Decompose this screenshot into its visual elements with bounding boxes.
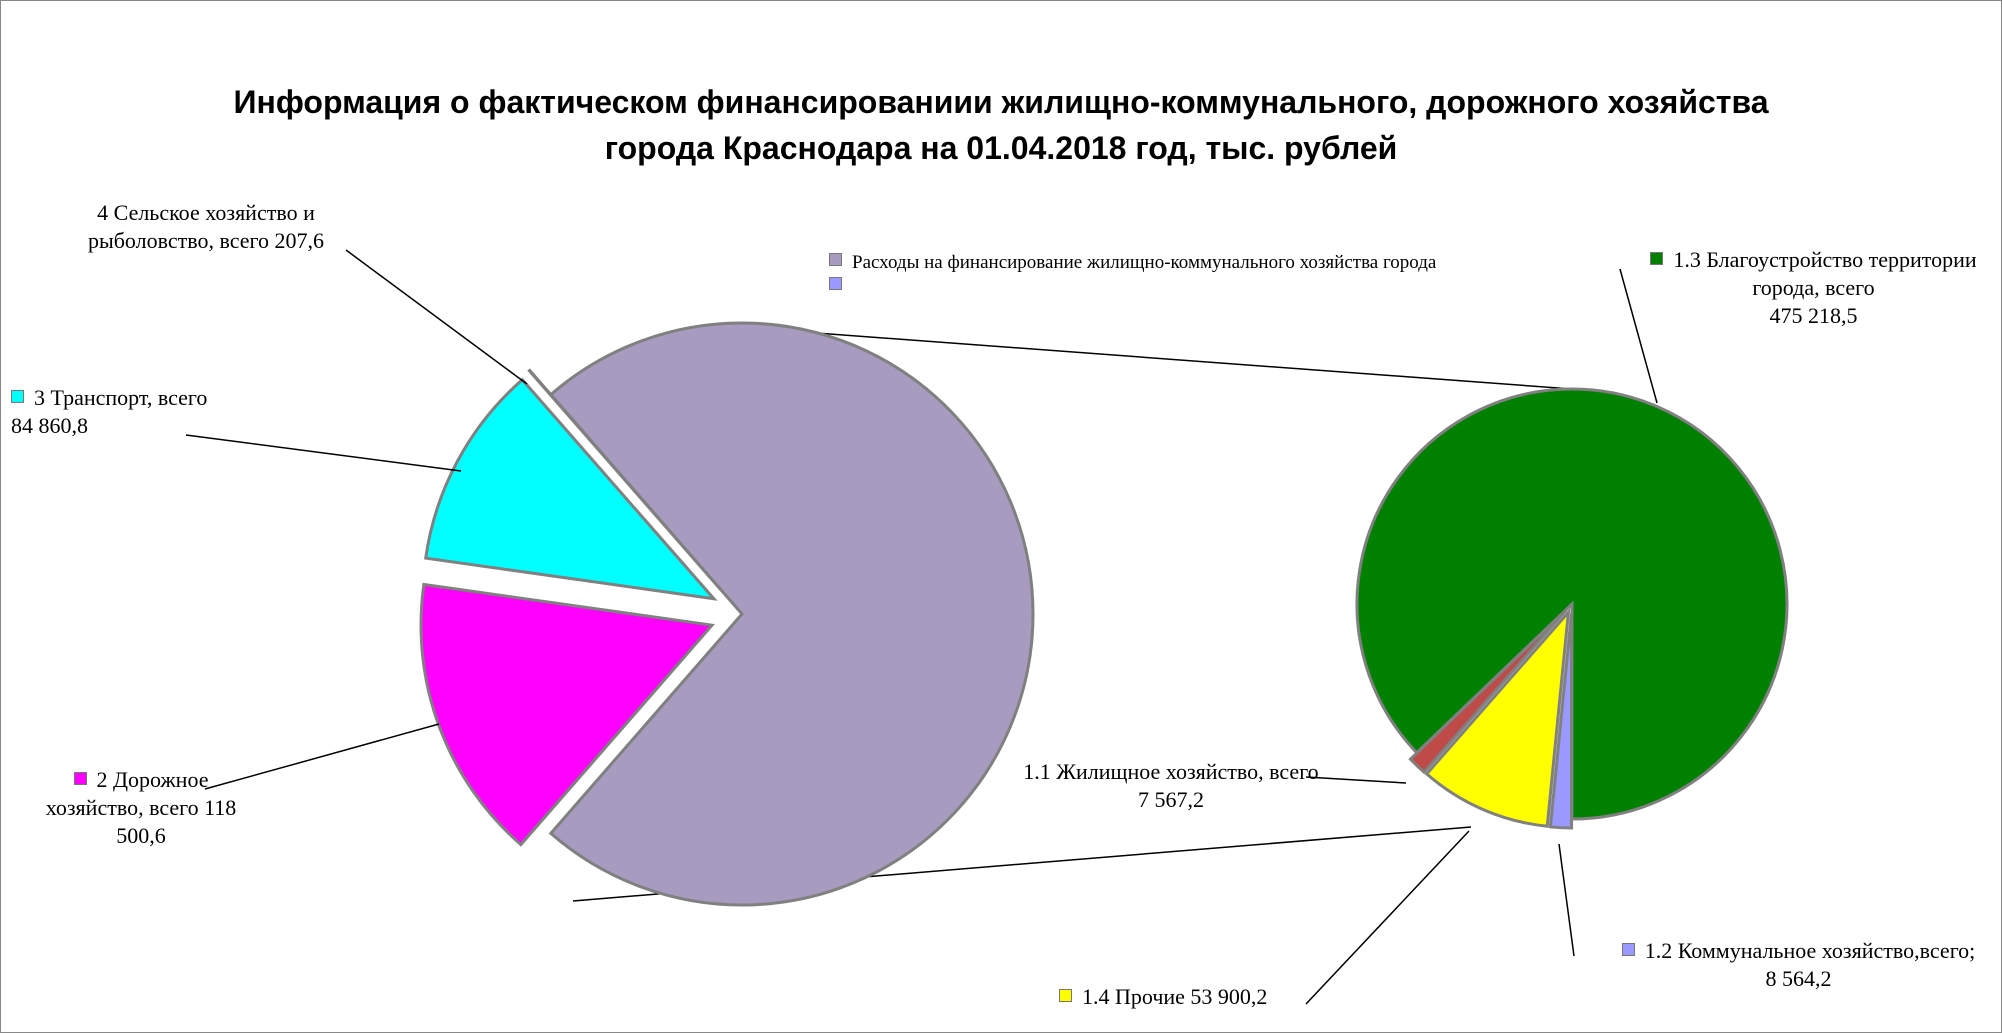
pie-slice [1355, 387, 1789, 821]
label-value: 7 567,2 [1138, 787, 1204, 812]
label-value: 8 564,2 [1765, 966, 1832, 991]
pie-slice [1548, 612, 1574, 830]
pie-slice [424, 377, 718, 601]
legend-swatch [829, 277, 842, 290]
leader-line [1305, 776, 1407, 784]
leader-line [345, 249, 528, 385]
data-label: 1.3 Благоустройство территории города, в… [1626, 246, 2001, 330]
data-label: 3 Транспорт, всего 84 860,8 [11, 384, 211, 440]
label-value: 118 500,6 [116, 795, 237, 848]
leader-line [1558, 843, 1575, 957]
data-label: 2 Дорожное хозяйство, всего 118 500,6 [41, 766, 241, 850]
label-value: 84 860,8 [11, 413, 88, 438]
pie-slice [1408, 609, 1567, 775]
legend-swatch [11, 390, 24, 403]
label-name: 4 Сельское хозяйство и рыболовство, всег… [87, 200, 315, 253]
legend-swatch [1059, 989, 1072, 1002]
leader-line [1305, 830, 1470, 1005]
legend-swatch [829, 253, 842, 266]
label-name: 1.1 Жилищное хозяйство, всего [1023, 759, 1319, 784]
data-label: 1.2 Коммунальное хозяйство,всего; 8 564,2 [1596, 937, 2001, 993]
label-name: 1.3 Благоустройство территории города, в… [1673, 247, 1977, 300]
pie-slice [1424, 607, 1571, 828]
label-name: 1.4 Прочие [1082, 984, 1185, 1009]
legend-entry: Расходы на финансирование жилищно-коммун… [829, 251, 1439, 299]
label-name: 2 Дорожное хозяйство, всего [45, 767, 209, 820]
data-label: 1.1 Жилищное хозяйство, всего 7 567,2 [1021, 758, 1321, 814]
label-value: 207,6 [274, 228, 325, 253]
label-name: 3 Транспорт, всего [34, 385, 208, 410]
label-value: 53 900,2 [1190, 984, 1268, 1009]
leader-line [1619, 268, 1658, 404]
data-label: 4 Сельское хозяйство и рыболовство, всег… [41, 199, 371, 255]
pie-slice [527, 368, 723, 591]
legend-swatch [1650, 252, 1664, 265]
legend-swatch [73, 772, 87, 785]
legend-swatch [1621, 943, 1635, 956]
data-label: 1.4 Прочие 53 900,2 [1059, 983, 1359, 1011]
label-name: 1.2 Коммунальное хозяйство,всего; [1644, 938, 1976, 963]
leader-line [185, 434, 462, 472]
pie-slice [419, 582, 715, 847]
chart-title: Информация о фактическом финансированиии… [233, 84, 1769, 166]
connector [775, 329, 1573, 390]
label-value: 475 218,5 [1769, 303, 1858, 328]
pie-slice [548, 321, 1035, 907]
legend-label: Расходы на финансирование жилищно-коммун… [852, 252, 1437, 273]
leader-line [204, 723, 440, 790]
